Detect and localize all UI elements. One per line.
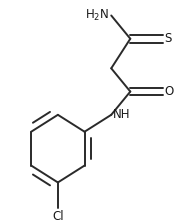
Text: Cl: Cl <box>52 210 64 223</box>
Text: NH: NH <box>113 108 131 121</box>
Text: S: S <box>165 32 172 45</box>
Text: H$_2$N: H$_2$N <box>85 8 109 23</box>
Text: O: O <box>165 85 174 98</box>
